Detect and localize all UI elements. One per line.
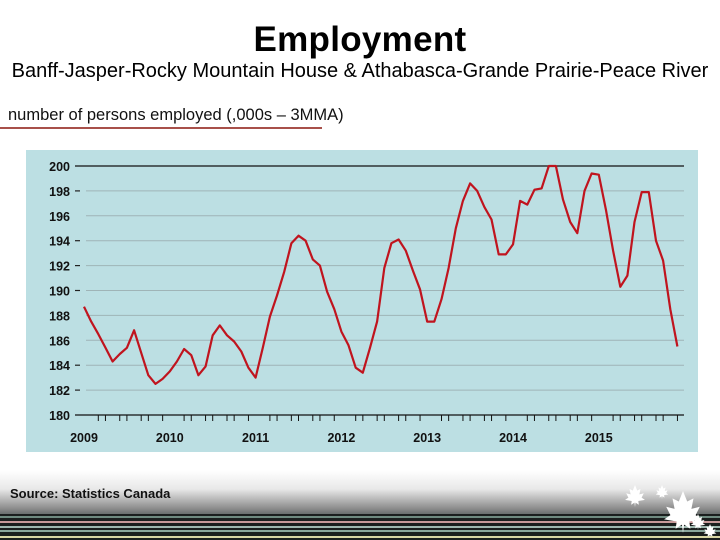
slide-title: Employment [253, 20, 467, 59]
maple-leaf-icon [690, 514, 706, 530]
maple-leaf-icon [664, 491, 702, 533]
y-tick-label: 186 [49, 334, 70, 348]
stripe [0, 530, 720, 532]
maple-leaf-icon [625, 485, 645, 507]
units-label: number of persons employed (,000s – 3MMA… [8, 106, 344, 124]
footer-gradient [0, 470, 720, 518]
y-tick-label: 192 [49, 260, 70, 274]
x-tick-label: 2015 [585, 431, 613, 445]
maple-leaf-icon [655, 485, 669, 499]
y-axis: 180 182 184 186 188 190 192 194 196 198 200 [49, 160, 684, 423]
employment-series-line [83, 164, 679, 385]
x-tick-label: 2012 [327, 431, 355, 445]
x-tick-label: 2009 [70, 431, 98, 445]
footer-stripes [0, 514, 720, 540]
x-tick-label: 2014 [499, 431, 527, 445]
x-tick-label: 2013 [413, 431, 441, 445]
x-axis: 2009 2010 2011 2012 2013 2014 2015 [70, 414, 684, 445]
maple-leaf-icon [703, 524, 717, 538]
stripe [0, 536, 720, 538]
y-tick-label: 190 [49, 285, 70, 299]
x-tick-label: 2011 [242, 431, 269, 445]
gridlines [86, 190, 684, 391]
source-note: Source: Statistics Canada [10, 486, 171, 501]
y-tick-label: 194 [49, 235, 70, 249]
units-underline [0, 127, 322, 129]
y-tick-label: 200 [49, 160, 70, 174]
chart-plot-area [26, 150, 698, 452]
y-tick-label: 180 [49, 409, 70, 423]
y-tick-label: 198 [49, 185, 70, 199]
y-tick-label: 182 [49, 384, 70, 398]
y-tick-label: 196 [49, 210, 70, 224]
y-tick-label: 184 [49, 359, 70, 373]
y-tick-label: 188 [49, 309, 70, 323]
x-tick-label: 2010 [156, 431, 184, 445]
slide-subtitle: Banff-Jasper-Rocky Mountain House & Atha… [11, 60, 709, 82]
stripe [0, 521, 720, 523]
stripe [0, 526, 720, 528]
stripe [0, 516, 720, 518]
